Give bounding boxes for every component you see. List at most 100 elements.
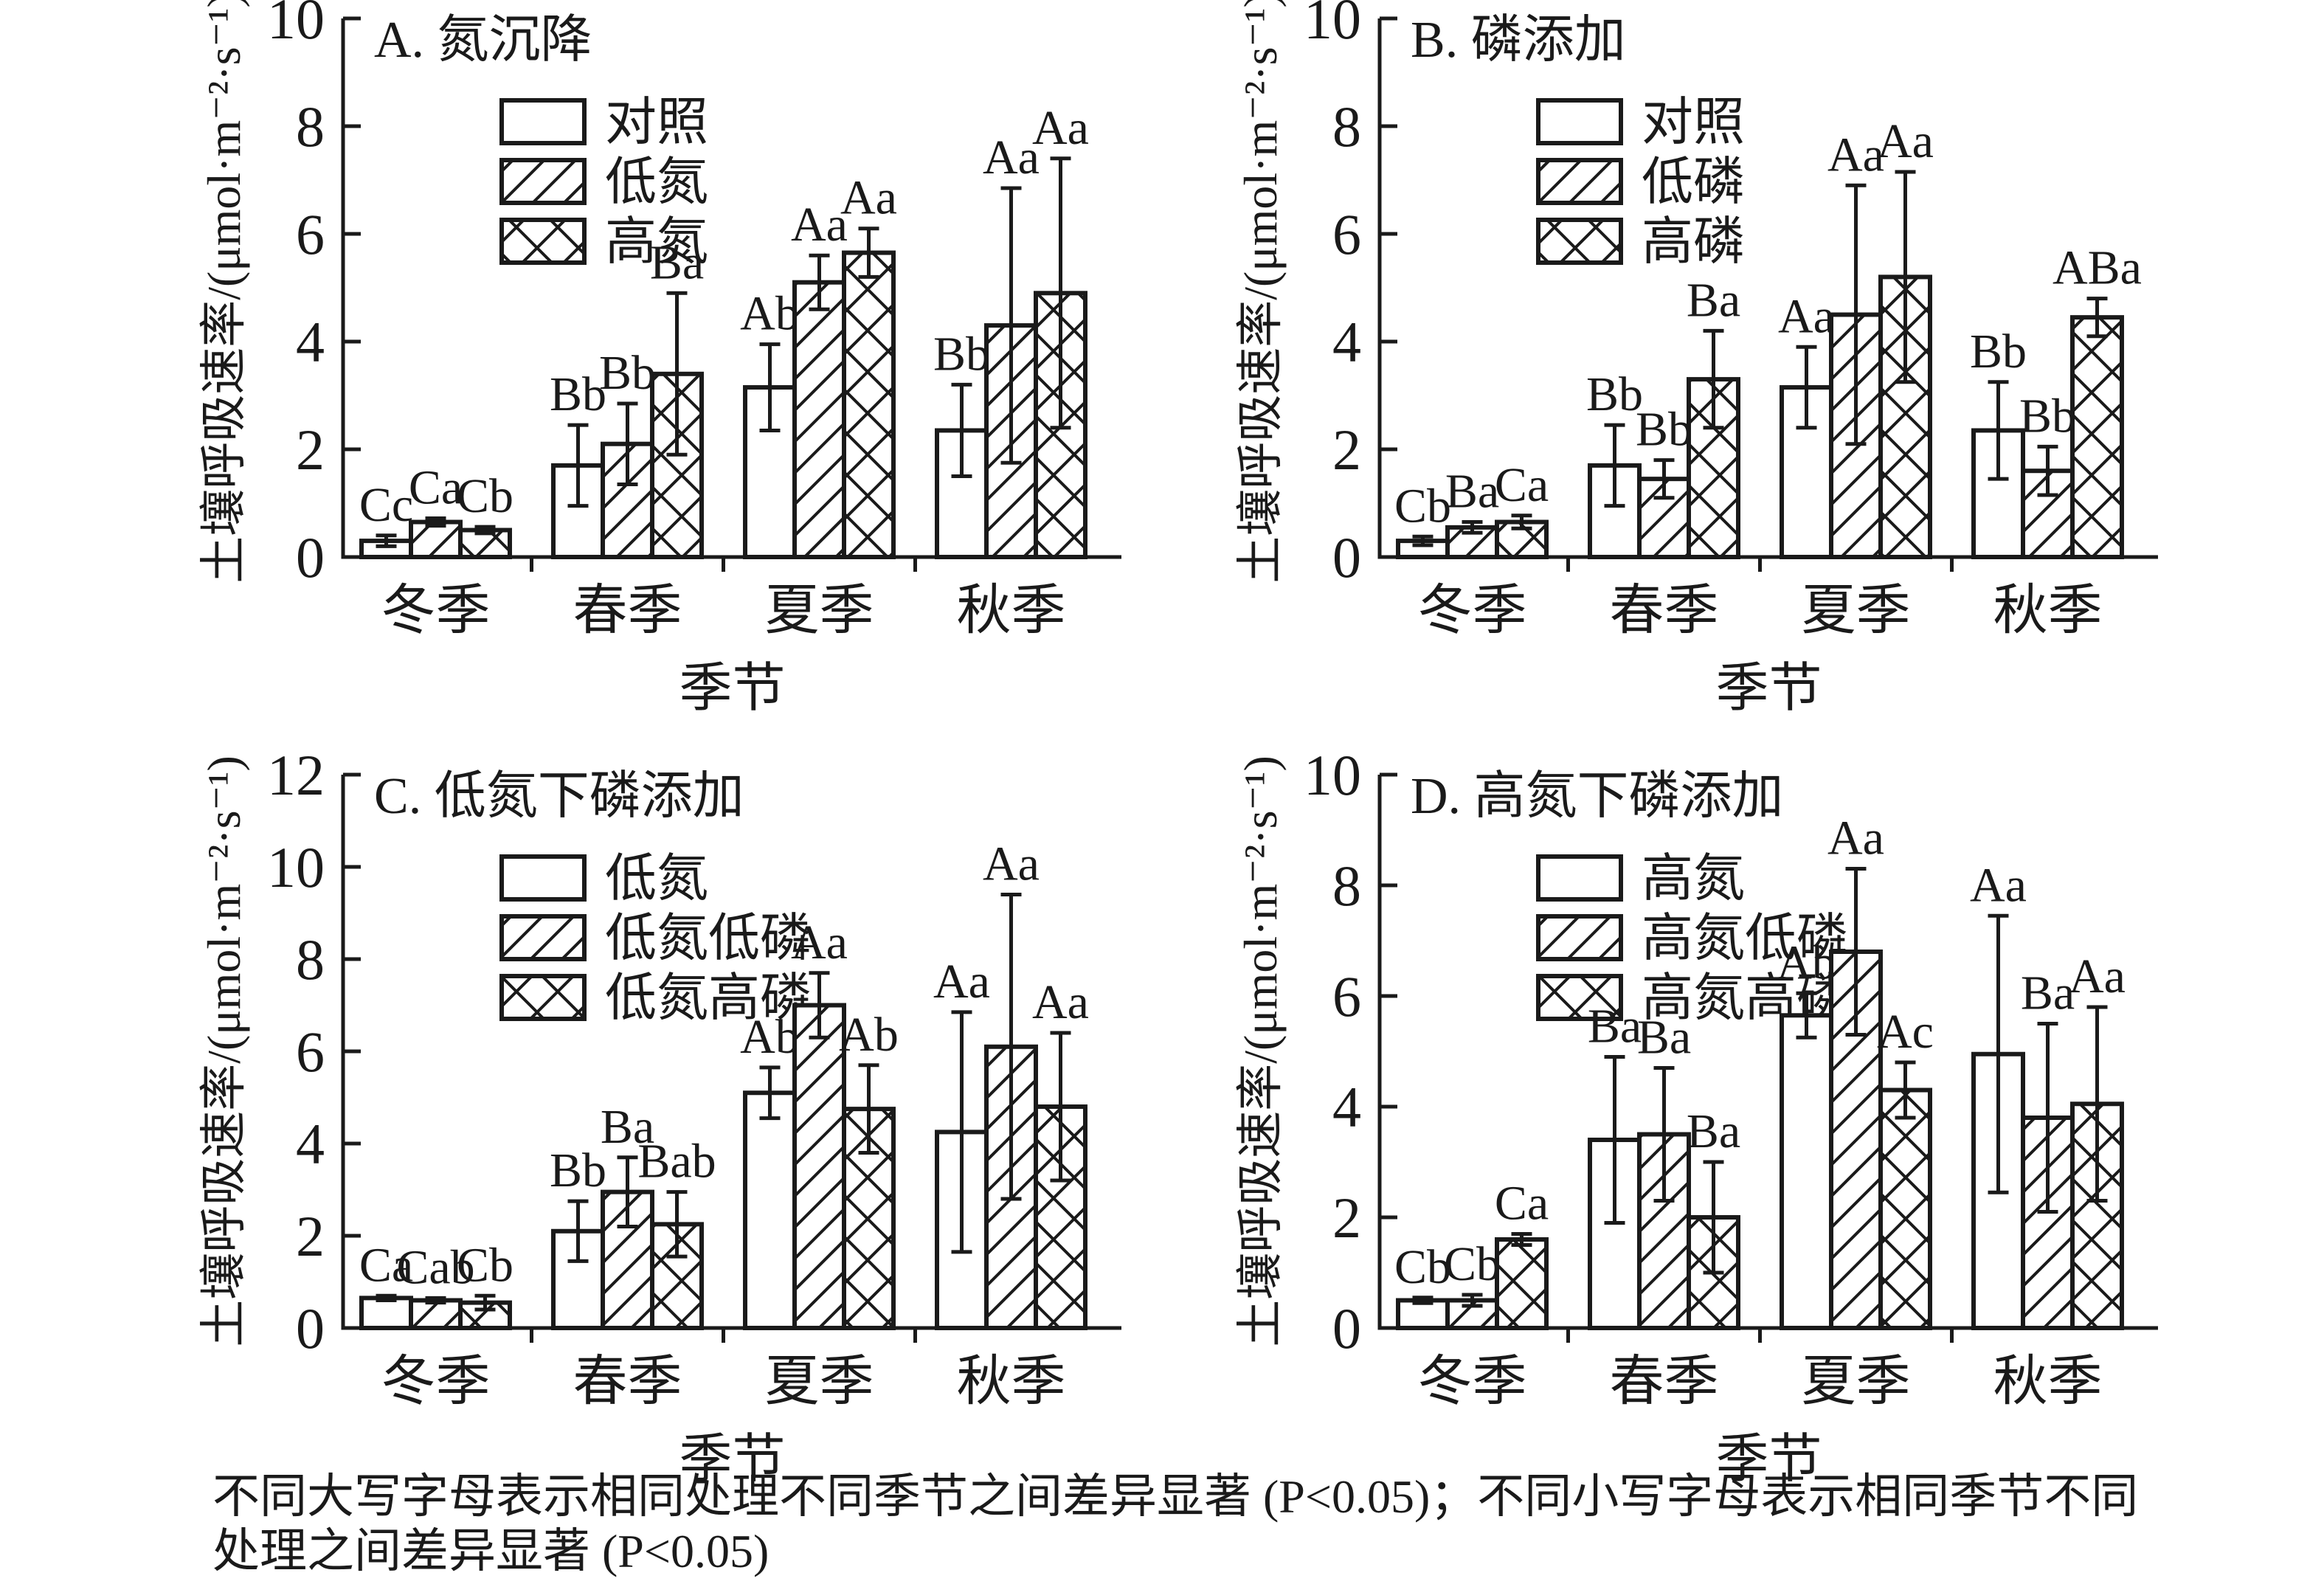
significance-letter: Cab (396, 1240, 474, 1294)
error-bar (809, 253, 830, 311)
y-tick-label: 2 (296, 418, 325, 482)
y-tick-label: 0 (1332, 525, 1361, 589)
y-tick-label: 8 (1332, 854, 1361, 918)
legend-swatch-hatch (1536, 158, 1623, 205)
x-category-label: 冬季 (1418, 581, 1527, 641)
error-bar (1000, 186, 1022, 465)
error-bar (617, 401, 638, 486)
x-category-label: 冬季 (381, 1352, 491, 1412)
x-category-label: 冬季 (1418, 1352, 1527, 1412)
y-axis-label: 土壤呼吸速率/(μmol·m⁻²·s⁻¹) (1234, 755, 1287, 1347)
significance-letter: Aa (791, 198, 848, 252)
significance-letter: ABa (2052, 241, 2142, 295)
bar-bg (1782, 1015, 1831, 1328)
bar (1878, 1087, 1932, 1330)
significance-letter: Aa (983, 131, 1040, 184)
panel-title: D. 高氮下磷添加 (1411, 768, 1784, 825)
error-bar (474, 525, 496, 536)
bar (792, 1003, 846, 1330)
error-bar (1796, 345, 1817, 430)
error-bar (1050, 1031, 1071, 1183)
significance-letter: Cb (457, 469, 513, 523)
x-axis-label: 季节 (679, 1430, 785, 1489)
error-bar (376, 1293, 397, 1302)
legend-label: 对照 (605, 94, 708, 151)
x-axis-label: 季节 (1715, 659, 1822, 718)
significance-letter: Ab (740, 287, 800, 341)
significance-letter: Ba (601, 1100, 654, 1154)
error-bar (1412, 534, 1434, 547)
significance-letter: Aa (1032, 975, 1089, 1029)
error-bar (858, 1063, 879, 1155)
significance-letter: Ca (359, 1238, 413, 1292)
significance-letter: Cc (359, 478, 413, 532)
significance-letter: Cb (457, 1238, 513, 1292)
y-tick-label: 6 (1332, 964, 1361, 1028)
error-bar (567, 1199, 589, 1263)
legend-swatch (1536, 98, 1623, 145)
significance-letter: Bab (637, 1135, 716, 1189)
x-category-label: 春季 (573, 1352, 682, 1412)
y-tick-label: 4 (296, 1112, 325, 1176)
y-tick-label: 8 (296, 94, 325, 159)
error-bar (1462, 520, 1483, 535)
figure-caption: 不同大写字母表示相同处理不同季节之间差异显著 (P<0.05)；不同小写字母表示… (212, 1470, 2271, 1579)
legend-label: 低氮 (605, 154, 708, 211)
error-bar (809, 971, 830, 1040)
significance-letter: Ab (839, 1008, 899, 1062)
bar (1495, 1237, 1549, 1330)
legend-swatch (499, 854, 587, 902)
error-bar (1511, 1232, 1532, 1247)
x-category-label: 秋季 (1993, 1352, 2103, 1412)
y-tick-label: 2 (1332, 1186, 1361, 1250)
significance-letter: Aa (1827, 128, 1884, 181)
x-category-label: 夏季 (765, 1352, 874, 1412)
error-bar (858, 226, 879, 279)
significance-letter: Ba (1445, 465, 1499, 519)
y-tick-label: 2 (296, 1204, 325, 1268)
significance-letter: Aa (933, 955, 990, 1009)
error-bar (1895, 170, 1916, 384)
significance-letter: Ba (1588, 1000, 1642, 1054)
significance-letter: Ac (1877, 1005, 1934, 1059)
significance-letter: Bb (550, 367, 606, 421)
y-axis-label: 土壤呼吸速率/(μmol·m⁻²·s⁻¹) (198, 755, 250, 1347)
legend-label: 低氮高磷 (605, 970, 812, 1027)
y-tick-label: 6 (1332, 202, 1361, 266)
error-bar (1845, 183, 1867, 446)
significance-letter: Aa (840, 171, 897, 225)
y-tick-label: 10 (1304, 0, 1361, 51)
bar-bg (745, 1093, 795, 1328)
error-bar (1653, 458, 1675, 500)
y-tick-label: 0 (1332, 1296, 1361, 1360)
significance-letter: Ba (650, 235, 704, 289)
significance-letter: Bb (550, 1144, 606, 1197)
y-tick-label: 6 (296, 202, 325, 266)
significance-letter: Bb (599, 346, 656, 400)
error-bar (1604, 423, 1625, 508)
bar (458, 528, 512, 559)
legend-label: 低氮低磷 (605, 910, 812, 967)
x-category-label: 秋季 (1993, 581, 2103, 641)
legend-swatch (499, 98, 587, 145)
legend-label: 高磷 (1642, 214, 1745, 271)
significance-letter: Bb (1970, 325, 2027, 378)
significance-letter: Aa (983, 837, 1040, 891)
significance-letter: Cb (1444, 1237, 1501, 1291)
error-bar (666, 1190, 688, 1259)
legend-label: 对照 (1642, 94, 1745, 151)
error-bar (1895, 1060, 1916, 1120)
x-category-label: 夏季 (1802, 581, 1911, 641)
error-bar (1604, 1055, 1625, 1225)
error-bar (1703, 1160, 1724, 1275)
x-category-label: 冬季 (381, 581, 491, 641)
y-tick-label: 6 (296, 1020, 325, 1084)
y-tick-label: 10 (267, 0, 325, 51)
error-bar (1796, 991, 1817, 1040)
significance-letter: Cb (1394, 1240, 1451, 1294)
significance-letter: Aa (1970, 858, 2027, 912)
x-category-label: 春季 (573, 581, 682, 641)
